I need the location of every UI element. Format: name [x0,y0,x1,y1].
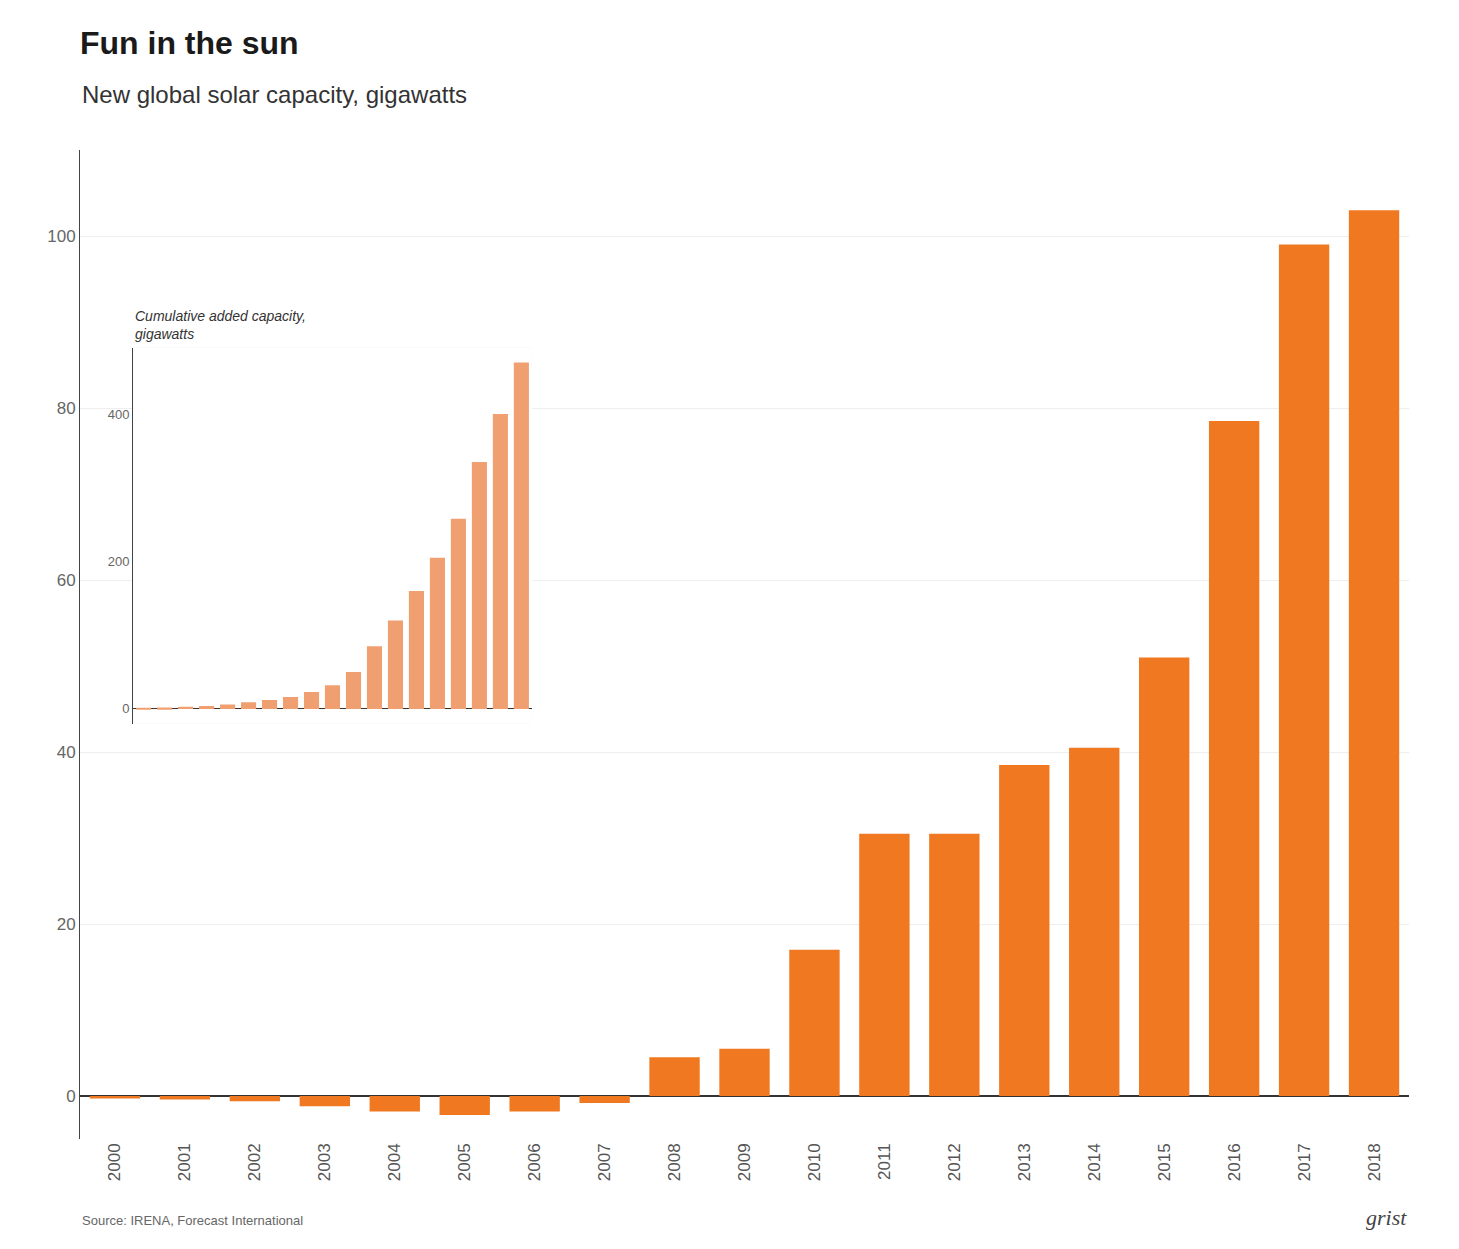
svg-text:60: 60 [57,571,76,590]
svg-text:2004: 2004 [385,1143,404,1181]
svg-text:2008: 2008 [665,1143,684,1181]
svg-text:400: 400 [108,407,130,422]
svg-text:2012: 2012 [945,1143,964,1181]
svg-text:2011: 2011 [875,1143,894,1180]
svg-text:New global solar capacity, gig: New global solar capacity, gigawatts [82,81,467,108]
svg-text:200: 200 [108,554,130,569]
svg-text:40: 40 [57,743,76,762]
svg-text:2018: 2018 [1365,1143,1384,1181]
svg-text:80: 80 [57,399,76,418]
svg-text:2005: 2005 [455,1143,474,1181]
svg-text:100: 100 [47,227,75,246]
svg-text:Cumulative added capacity,giga: Cumulative added capacity,gigawatts [135,308,306,342]
svg-text:2016: 2016 [1225,1143,1244,1181]
svg-text:2010: 2010 [805,1143,824,1181]
svg-text:Source: IRENA, Forecast Intern: Source: IRENA, Forecast International [82,1213,303,1228]
svg-text:grist: grist [1366,1205,1407,1230]
svg-text:Fun in the sun: Fun in the sun [80,25,299,61]
svg-text:2003: 2003 [315,1143,334,1181]
svg-text:2001: 2001 [175,1143,194,1181]
svg-text:2013: 2013 [1015,1143,1034,1181]
svg-text:2006: 2006 [525,1143,544,1181]
svg-text:2002: 2002 [245,1143,264,1181]
svg-text:0: 0 [122,701,129,716]
svg-text:2000: 2000 [105,1143,124,1181]
svg-text:2007: 2007 [595,1143,614,1181]
svg-text:20: 20 [57,915,76,934]
svg-text:2017: 2017 [1295,1143,1314,1181]
svg-text:2014: 2014 [1085,1143,1104,1181]
svg-text:0: 0 [66,1087,75,1106]
svg-text:2009: 2009 [735,1143,754,1181]
svg-text:2015: 2015 [1155,1143,1174,1181]
